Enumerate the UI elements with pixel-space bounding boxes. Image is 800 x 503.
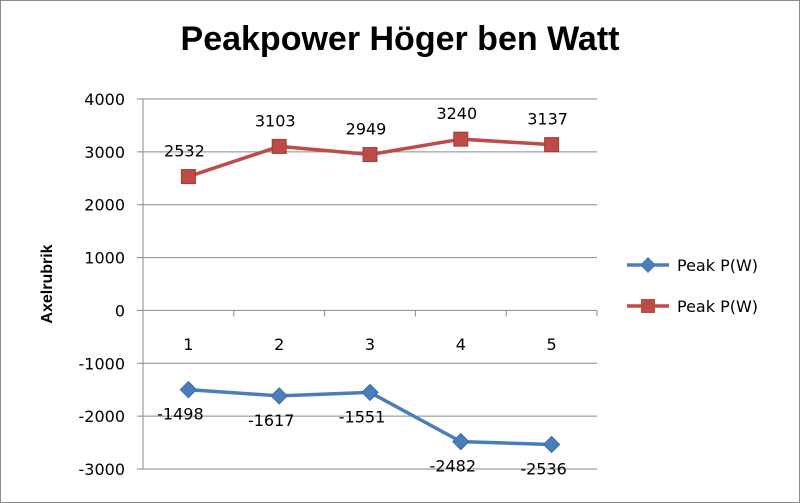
data-point <box>179 380 198 399</box>
legend-label: Peak P(W) <box>677 256 758 275</box>
x-tick-label: 4 <box>456 335 466 354</box>
data-label: 3103 <box>255 111 296 130</box>
data-point <box>544 137 560 153</box>
data-point <box>453 131 469 147</box>
data-point <box>542 435 561 454</box>
y-axis-title: Axelrubrik <box>39 244 56 323</box>
data-point <box>270 387 288 405</box>
y-tick-label: -2000 <box>79 407 126 426</box>
x-tick-label: 5 <box>547 335 557 354</box>
x-tick-label: 2 <box>274 335 284 354</box>
data-label: -1551 <box>339 407 386 426</box>
data-point <box>361 383 379 402</box>
data-label: -2482 <box>430 457 477 476</box>
data-label: 3137 <box>527 110 568 129</box>
y-tick-label: 3000 <box>84 143 125 162</box>
data-label: 2949 <box>346 120 387 139</box>
y-tick-label: 2000 <box>84 196 125 215</box>
y-tick-label: 1000 <box>84 249 125 268</box>
data-label: -2536 <box>520 459 567 478</box>
data-label: -1498 <box>157 405 204 424</box>
y-tick-label: 4000 <box>84 90 125 109</box>
data-point <box>271 138 287 154</box>
y-tick-label: -1000 <box>79 354 126 373</box>
x-tick-label: 1 <box>183 335 193 354</box>
data-label: 2532 <box>164 142 205 161</box>
legend-marker <box>640 257 656 273</box>
data-label: 3240 <box>436 104 477 123</box>
chart-title: Peakpower Höger ben Watt <box>180 20 620 58</box>
data-label: -1617 <box>248 411 295 430</box>
x-tick-label: 3 <box>365 335 375 354</box>
y-tick-label: 0 <box>115 301 125 320</box>
legend-label: Peak P(W) <box>677 297 758 316</box>
y-tick-label: -3000 <box>79 460 126 479</box>
legend-marker <box>641 299 655 313</box>
data-point <box>180 169 196 185</box>
data-point <box>362 147 378 163</box>
data-point <box>452 432 470 451</box>
